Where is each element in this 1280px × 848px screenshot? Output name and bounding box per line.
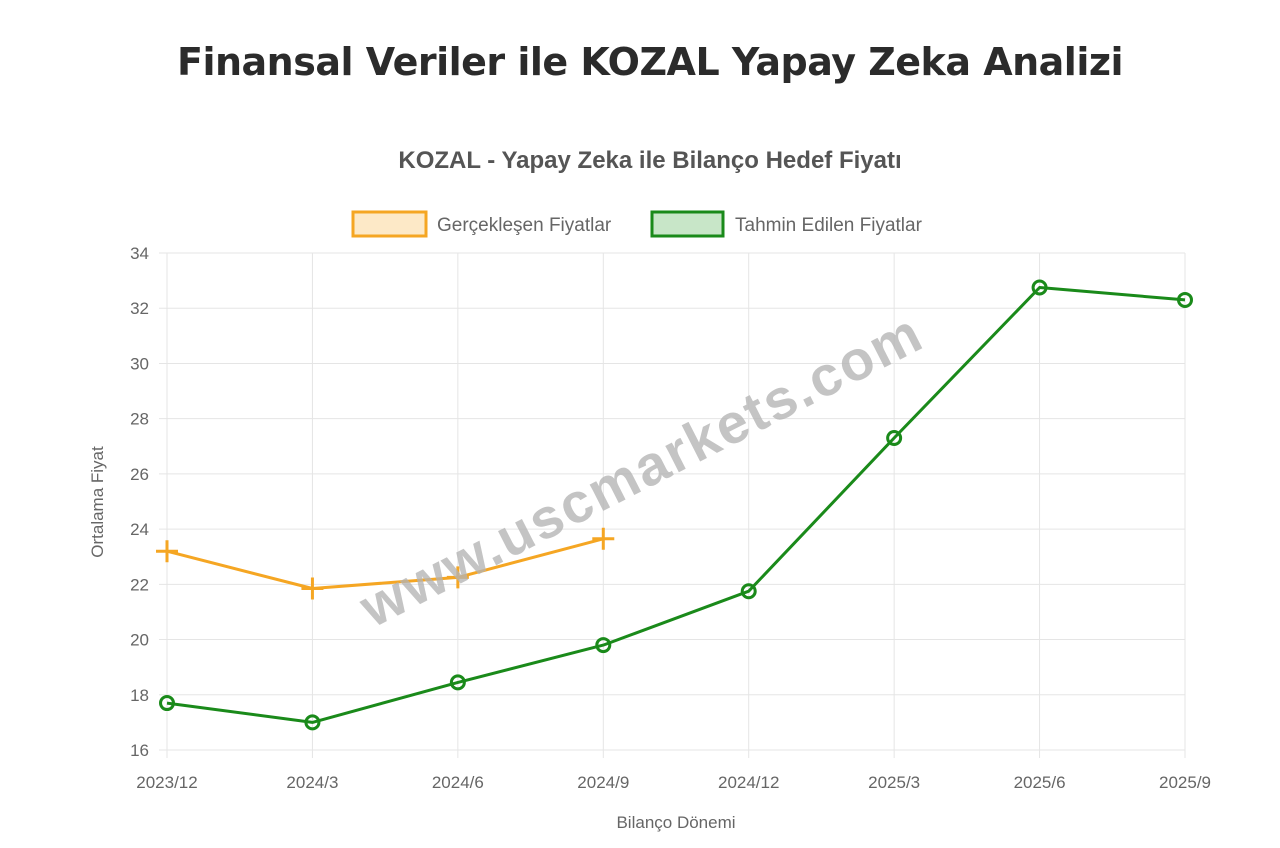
- x-tick-label: 2025/6: [1014, 773, 1066, 792]
- predicted-point: [449, 674, 466, 691]
- y-tick-label: 28: [130, 410, 149, 429]
- actual-point: [156, 540, 178, 563]
- legend-item-actual[interactable]: Gerçekleşen Fiyatlar: [351, 210, 612, 238]
- chart-legend: Gerçekleşen Fiyatlar Tahmin Edilen Fiyat…: [351, 210, 923, 238]
- x-tick-label: 2025/3: [868, 773, 920, 792]
- y-axis-ticks: 16 18 20 22 24 26 28 30 32 34: [130, 244, 149, 760]
- predicted-point: [595, 637, 612, 654]
- y-tick-label: 30: [130, 354, 149, 373]
- x-tick-label: 2025/9: [1159, 773, 1211, 792]
- actual-point: [301, 577, 324, 600]
- actual-point: [446, 566, 469, 589]
- y-tick-label: 16: [130, 741, 149, 760]
- legend-predicted-label: Tahmin Edilen Fiyatlar: [735, 215, 923, 236]
- predicted-point: [159, 695, 175, 712]
- y-axis-label: Ortalama Fiyat: [88, 446, 107, 558]
- predicted-point: [304, 714, 321, 731]
- y-tick-label: 24: [130, 520, 149, 539]
- actual-point: [592, 527, 615, 550]
- chart-title: KOZAL - Yapay Zeka ile Bilanço Hedef Fiy…: [398, 147, 901, 174]
- x-tick-label: 2024/12: [718, 773, 779, 792]
- predicted-point: [740, 583, 757, 600]
- predicted-point: [886, 429, 903, 446]
- y-tick-label: 20: [130, 631, 149, 650]
- x-tick-label: 2024/9: [577, 773, 629, 792]
- x-tick-label: 2024/6: [432, 773, 484, 792]
- x-tick-label: 2023/12: [136, 773, 197, 792]
- legend-item-predicted[interactable]: Tahmin Edilen Fiyatlar: [650, 210, 923, 238]
- legend-actual-label: Gerçekleşen Fiyatlar: [437, 215, 612, 236]
- y-tick-label: 32: [130, 299, 149, 318]
- y-tick-label: 26: [130, 465, 149, 484]
- series-actual: [156, 527, 615, 600]
- y-tick-label: 18: [130, 686, 149, 705]
- y-tick-label: 22: [130, 575, 149, 594]
- x-axis-ticks: 2023/12 2024/3 2024/6 2024/9 2024/12 2025/3 20…: [136, 773, 1211, 792]
- series-layer: [156, 279, 1193, 731]
- legend-actual-swatch: [351, 210, 428, 238]
- y-tick-label: 34: [130, 244, 149, 263]
- actual-price-line: [166, 537, 604, 590]
- legend-predicted-swatch: [650, 210, 725, 238]
- predicted-point: [1177, 291, 1193, 308]
- grid: [159, 252, 1186, 758]
- x-tick-label: 2024/3: [286, 773, 338, 792]
- predicted-price-line: [166, 286, 1186, 724]
- watermark: www.uscmarkets.com: [349, 300, 933, 639]
- x-axis-label: Bilanço Dönemi: [616, 813, 735, 832]
- series-predicted: [159, 279, 1193, 731]
- predicted-point: [1031, 279, 1048, 296]
- page-title: Finansal Veriler ile KOZAL Yapay Zeka An…: [177, 40, 1124, 84]
